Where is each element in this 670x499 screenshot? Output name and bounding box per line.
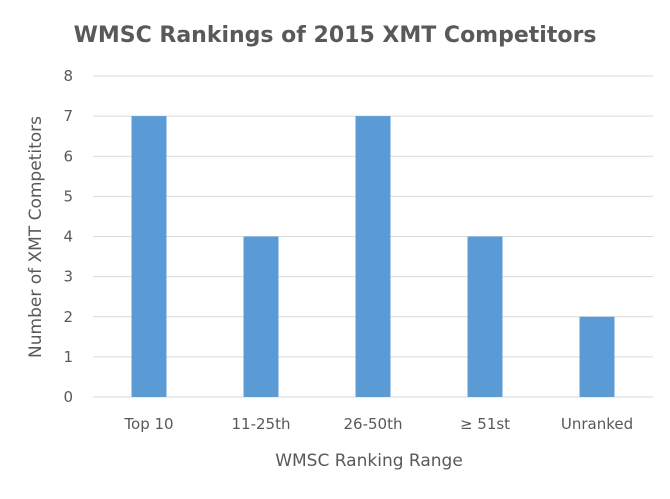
- y-tick-label: 2: [63, 308, 73, 326]
- bar-3: [467, 236, 503, 397]
- bar-2: [355, 116, 391, 397]
- x-tick-labels: Top 10 11-25th 26-50th ≥ 51st Unranked: [123, 415, 633, 433]
- x-tick-label: ≥ 51st: [460, 415, 510, 433]
- y-tick-label: 5: [63, 187, 73, 205]
- y-tick-label: 8: [63, 67, 73, 85]
- y-axis-title: Number of XMT Competitors: [26, 116, 46, 358]
- x-axis-title: WMSC Ranking Range: [275, 451, 463, 471]
- y-tick-label: 0: [63, 388, 73, 406]
- y-tick-labels: 0 1 2 3 4 5 6 7 8: [63, 67, 73, 406]
- x-tick-label: 26-50th: [344, 415, 403, 433]
- bars: [131, 116, 615, 397]
- y-tick-label: 7: [63, 107, 73, 125]
- x-tick-label: Unranked: [561, 415, 633, 433]
- y-tick-label: 4: [63, 228, 73, 246]
- y-tick-label: 6: [63, 147, 73, 165]
- y-tick-label: 3: [63, 268, 73, 286]
- y-tick-label: 1: [63, 348, 73, 366]
- x-tick-label: 11-25th: [232, 415, 291, 433]
- bar-1: [243, 236, 279, 397]
- x-tick-label: Top 10: [123, 415, 173, 433]
- bar-0: [131, 116, 167, 397]
- bar-4: [579, 316, 615, 397]
- chart-title: WMSC Rankings of 2015 XMT Competitors: [74, 23, 597, 48]
